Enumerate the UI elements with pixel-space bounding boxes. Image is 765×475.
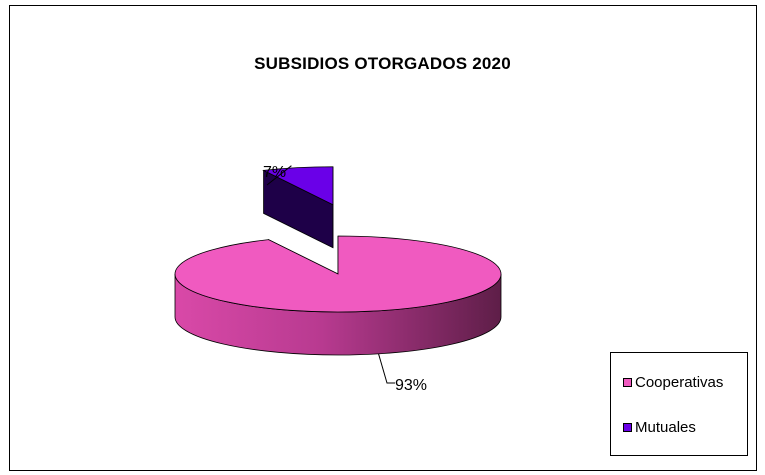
legend-swatch-cooperativas (623, 378, 632, 387)
legend-item-cooperativas: Cooperativas (623, 374, 723, 391)
legend-swatch-mutuales (623, 423, 632, 432)
leader-line-cooperativas (378, 353, 395, 384)
slice-cooperativas (174, 235, 502, 356)
slice-mutuales (262, 166, 334, 249)
legend-item-mutuales: Mutuales (623, 419, 696, 436)
data-label-cooperativas: 93% (395, 377, 427, 394)
legend-label-cooperativas: Cooperativas (635, 374, 724, 391)
legend-label-mutuales: Mutuales (635, 419, 696, 436)
chart-title: SUBSIDIOS OTORGADOS 2020 (254, 54, 511, 73)
legend: Cooperativas Mutuales (610, 352, 748, 456)
slice-mutuales-top (262, 166, 334, 206)
data-label-mutuales: 7% (263, 164, 286, 181)
leader-line-mutuales (266, 165, 292, 186)
slice-cooperativas-top (174, 235, 502, 313)
